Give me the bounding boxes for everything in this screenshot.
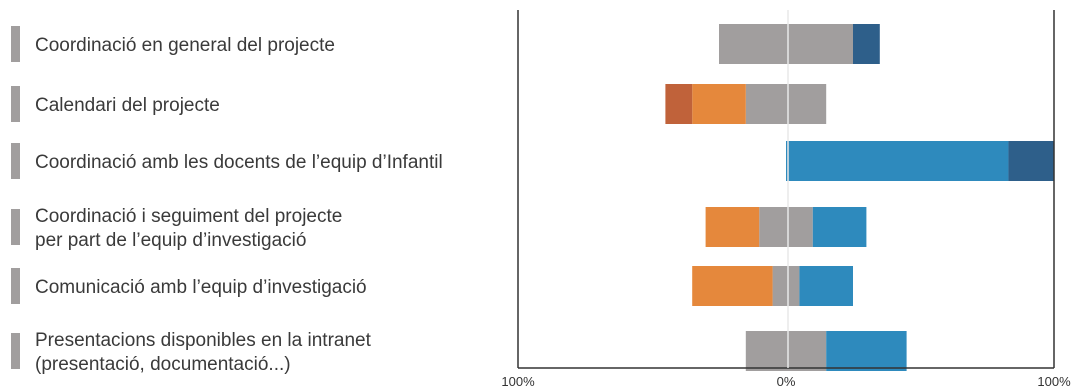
bar-segment	[772, 266, 786, 306]
bar-segment	[745, 331, 786, 371]
bar-segment	[759, 207, 786, 247]
bar-segment	[812, 207, 867, 247]
category-label: Coordinació en general del projecte	[35, 35, 335, 56]
category-marker	[11, 268, 20, 304]
category-label: Coordinació amb les docents de l’equip d…	[35, 152, 443, 173]
bar-segment	[692, 84, 746, 124]
bar-segment	[665, 84, 693, 124]
bar-segment	[1008, 141, 1054, 181]
category-marker	[11, 333, 20, 369]
x-tick-labels: 100% 0% 100%	[501, 374, 1071, 389]
category-label: Coordinació i seguiment del projecte	[35, 206, 342, 227]
bar-segment	[786, 84, 827, 124]
bar-segment	[786, 141, 1009, 181]
bar-segment	[705, 207, 760, 247]
bar-segment	[799, 266, 853, 306]
category-marker	[11, 209, 20, 245]
category-label: Calendari del projecte	[35, 95, 220, 116]
category-markers	[11, 26, 20, 369]
bar-segment	[692, 266, 773, 306]
bar-segment	[786, 24, 853, 64]
category-label: Comunicació amb l’equip d’investigació	[35, 277, 367, 298]
category-label: (presentació, documentació...)	[35, 354, 291, 375]
bar-segment	[853, 24, 880, 64]
bar-segment	[826, 331, 907, 371]
category-label: per part de l’equip d’investigació	[35, 230, 306, 251]
category-labels: Coordinació en general del projecte Calen…	[35, 35, 443, 375]
x-tick-label: 0%	[777, 374, 796, 389]
bars	[665, 24, 1054, 371]
bar-segment	[786, 207, 813, 247]
category-label: Presentacions disponibles en la intranet	[35, 330, 372, 351]
bar-segment	[786, 266, 800, 306]
category-marker	[11, 26, 20, 62]
x-tick-label: 100%	[1037, 374, 1071, 389]
bar-segment	[745, 84, 786, 124]
category-marker	[11, 143, 20, 179]
x-tick-label: 100%	[501, 374, 535, 389]
bar-segment	[719, 24, 786, 64]
category-marker	[11, 86, 20, 122]
bar-segment	[786, 331, 827, 371]
